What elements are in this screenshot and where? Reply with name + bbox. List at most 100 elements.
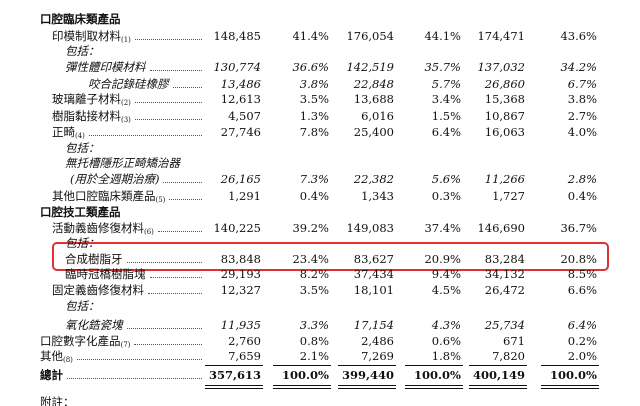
table-row: 正畸 (4) 27,746 7.8% 25,400 6.4% 16,063 4.0% <box>0 124 640 140</box>
table-row: 固定義齒修復材料 12,327 3.5% 18,101 4.5% 26,472 6.6% <box>0 282 640 298</box>
label-text: 其他口腔臨床類產品 <box>52 189 156 203</box>
total-rule <box>338 385 396 386</box>
cell-value: 11,935 <box>220 318 261 332</box>
cell-value: 1,343 <box>361 189 394 203</box>
cell-value: 130,774 <box>213 60 261 74</box>
label-text: 口腔數字化產品 <box>40 334 121 348</box>
label-text: 氧化鋯瓷塊 <box>65 318 123 332</box>
total-rule <box>405 388 463 389</box>
cell-value: 0.4% <box>567 189 597 203</box>
total-rule <box>205 365 263 366</box>
row-label: 包括： <box>65 140 100 156</box>
table-row: 附註： <box>0 394 640 406</box>
cell-value: 6.6% <box>567 283 597 297</box>
cell-value: 176,054 <box>346 29 394 43</box>
cell-value: 174,471 <box>477 29 525 43</box>
cell-value: 15,368 <box>484 92 525 106</box>
cell-value: 7.8% <box>299 125 329 139</box>
cell-value: 25,400 <box>353 125 394 139</box>
cell-value: 7,269 <box>361 349 394 363</box>
label-text: 口腔臨床類產品 <box>40 12 121 26</box>
label-text: 固定義齒修復材料 <box>52 283 144 297</box>
cell-value: 1.8% <box>431 349 461 363</box>
table-row: 合成樹脂牙 83,848 23.4% 83,627 20.9% 83,284 20.8% <box>0 251 640 267</box>
cell-value: 671 <box>503 334 525 348</box>
total-rule <box>541 365 599 366</box>
cell-value: 140,225 <box>213 221 261 235</box>
table-row: 其他 (8) 7,659 2.1% 7,269 1.8% 7,820 2.0% <box>0 348 640 364</box>
total-rule <box>405 385 463 386</box>
cell-value: 0.2% <box>567 334 597 348</box>
cell-value: 6,016 <box>361 109 394 123</box>
row-label: 彈性體印模材料 <box>65 59 202 75</box>
cell-value: 17,154 <box>353 318 394 332</box>
cell-value: 8.5% <box>567 267 597 281</box>
cell-value: 148,485 <box>213 29 261 43</box>
cell-value: 0.6% <box>431 334 461 348</box>
cell-value: 399,440 <box>341 368 394 382</box>
dot-leader <box>126 262 202 263</box>
row-label: 口腔臨床類產品 <box>40 11 121 27</box>
cell-value: 100.0% <box>550 368 597 382</box>
cell-value: 34.2% <box>560 60 597 74</box>
label-text: (用於全週期治療) <box>70 172 160 186</box>
cell-value: 3.8% <box>567 92 597 106</box>
footnote-ref: (5) <box>155 196 166 204</box>
dot-leader <box>67 378 202 379</box>
table-row: 口腔技工類產品 <box>0 204 640 220</box>
row-label: 樹脂黏接材料 (3) <box>52 108 202 124</box>
cell-value: 27,746 <box>220 125 261 139</box>
cell-value: 3.4% <box>431 92 461 106</box>
dot-leader <box>148 293 202 294</box>
row-label: 其他 (8) <box>40 348 202 364</box>
table-row: 印模制取材料 (1) 148,485 41.4% 176,054 44.1% 174,471… <box>0 28 640 44</box>
row-label: 口腔數字化產品 (7) <box>40 333 202 349</box>
cell-value: 0.4% <box>299 189 329 203</box>
row-label: 包括： <box>65 298 100 314</box>
cell-value: 6.4% <box>431 125 461 139</box>
cell-value: 149,083 <box>346 221 394 235</box>
cell-value: 5.7% <box>431 77 461 91</box>
cell-value: 37.4% <box>424 221 461 235</box>
table-row: 口腔數字化產品 (7) 2,760 0.8% 2,486 0.6% 671 0.2% <box>0 333 640 349</box>
label-text: 其他 <box>40 349 63 363</box>
total-rule <box>541 388 599 389</box>
dot-leader <box>126 328 202 329</box>
label-text: 包括： <box>65 299 100 313</box>
dot-leader <box>149 70 202 71</box>
table-row: 臨時冠橋樹脂塊 29,193 8.2% 37,434 9.4% 34,132 8.5% <box>0 266 640 282</box>
table-row: 咬合記錄硅橡膠 13,486 3.8% 22,848 5.7% 26,860 6.7% <box>0 76 640 92</box>
cell-value: 4.5% <box>431 283 461 297</box>
table-row: 彈性體印模材料 130,774 36.6% 142,519 35.7% 137,032 34… <box>0 59 640 75</box>
footnote-ref: (3) <box>121 116 131 124</box>
total-rule <box>273 365 331 366</box>
table-row: 包括： <box>0 140 640 156</box>
cell-value: 0.8% <box>299 334 329 348</box>
label-text: 正畸 <box>52 125 75 139</box>
table-row: (用於全週期治療) 26,165 7.3% 22,382 5.6% 11,266 2.8% <box>0 171 640 187</box>
cell-value: 4.3% <box>431 318 461 332</box>
label-text: 玻璃離子材料 <box>52 92 121 106</box>
label-text: 樹脂黏接材料 <box>52 109 121 123</box>
footnote-ref: (7) <box>120 341 131 349</box>
cell-value: 142,519 <box>346 60 394 74</box>
total-rule <box>273 388 331 389</box>
cell-value: 39.2% <box>292 221 329 235</box>
cell-value: 83,284 <box>484 252 525 266</box>
cell-value: 2.7% <box>567 109 597 123</box>
cell-value: 26,860 <box>484 77 525 91</box>
cell-value: 12,613 <box>220 92 261 106</box>
cell-value: 3.8% <box>299 77 329 91</box>
cell-value: 4.0% <box>567 125 597 139</box>
total-rule <box>338 388 396 389</box>
dot-leader <box>134 39 202 40</box>
cell-value: 1,727 <box>492 189 525 203</box>
row-label: 總計 <box>40 367 202 383</box>
cell-value: 3.5% <box>299 92 329 106</box>
footnote-ref: (6) <box>144 228 154 236</box>
cell-value: 100.0% <box>282 368 329 382</box>
cell-value: 2,760 <box>228 334 261 348</box>
cell-value: 4,507 <box>228 109 261 123</box>
cell-value: 2.1% <box>299 349 329 363</box>
table-row: 無托槽隱形正畸矯治器 <box>0 155 640 171</box>
